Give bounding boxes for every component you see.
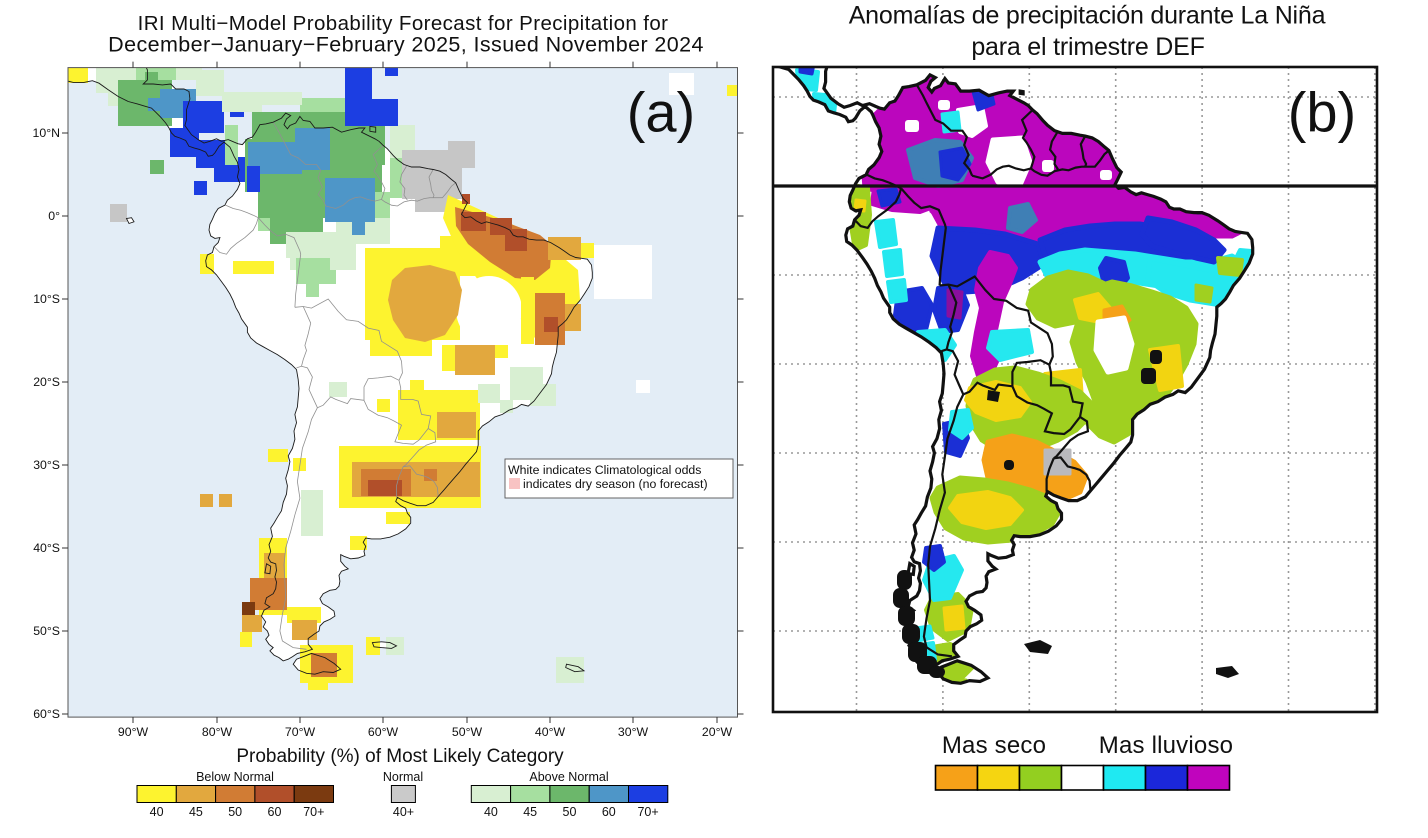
svg-text:Anomalías de precipitación dur: Anomalías de precipitación durante La Ni… xyxy=(849,2,1326,30)
svg-text:White indicates Climatological: White indicates Climatological odds xyxy=(508,463,701,477)
svg-text:IRI Multi−Model Probability Fo: IRI Multi−Model Probability Forecast for… xyxy=(138,12,669,35)
svg-text:40°S: 40°S xyxy=(33,541,60,555)
svg-text:30°W: 30°W xyxy=(618,725,649,739)
svg-text:40: 40 xyxy=(150,805,164,819)
svg-text:(a): (a) xyxy=(627,81,695,144)
svg-text:30°S: 30°S xyxy=(33,458,60,472)
svg-text:40: 40 xyxy=(484,805,498,819)
svg-text:Normal: Normal xyxy=(383,770,423,784)
svg-text:20°S: 20°S xyxy=(33,375,60,389)
svg-text:Below Normal: Below Normal xyxy=(196,770,274,784)
svg-text:40+: 40+ xyxy=(393,805,414,819)
svg-text:10°N: 10°N xyxy=(33,126,60,140)
svg-text:20°W: 20°W xyxy=(702,725,733,739)
svg-text:45: 45 xyxy=(523,805,537,819)
svg-text:para el trimestre DEF: para el trimestre DEF xyxy=(971,33,1204,61)
svg-text:Probability (%) of Most Likely: Probability (%) of Most Likely Category xyxy=(236,746,564,767)
svg-text:10°S: 10°S xyxy=(33,292,60,306)
svg-text:Mas lluvioso: Mas lluvioso xyxy=(1099,732,1233,759)
svg-text:50°S: 50°S xyxy=(33,624,60,638)
svg-text:60: 60 xyxy=(602,805,616,819)
svg-text:50°W: 50°W xyxy=(452,725,483,739)
svg-text:70+: 70+ xyxy=(303,805,324,819)
svg-text:indicates dry season (no forec: indicates dry season (no forecast) xyxy=(523,477,708,491)
svg-text:(b): (b) xyxy=(1288,81,1356,144)
svg-text:40°W: 40°W xyxy=(535,725,566,739)
svg-text:50: 50 xyxy=(563,805,577,819)
svg-text:70°W: 70°W xyxy=(285,725,316,739)
svg-text:60: 60 xyxy=(268,805,282,819)
svg-text:90°W: 90°W xyxy=(118,725,149,739)
svg-text:80°W: 80°W xyxy=(202,725,233,739)
svg-text:December−January−February 2025: December−January−February 2025, Issued N… xyxy=(108,33,704,57)
svg-text:0°: 0° xyxy=(48,209,60,223)
svg-text:60°W: 60°W xyxy=(368,725,399,739)
svg-text:60°S: 60°S xyxy=(33,707,60,721)
svg-text:45: 45 xyxy=(189,805,203,819)
svg-text:50: 50 xyxy=(228,805,242,819)
svg-text:Above Normal: Above Normal xyxy=(529,770,608,784)
svg-text:Mas seco: Mas seco xyxy=(942,732,1046,759)
svg-text:70+: 70+ xyxy=(637,805,658,819)
